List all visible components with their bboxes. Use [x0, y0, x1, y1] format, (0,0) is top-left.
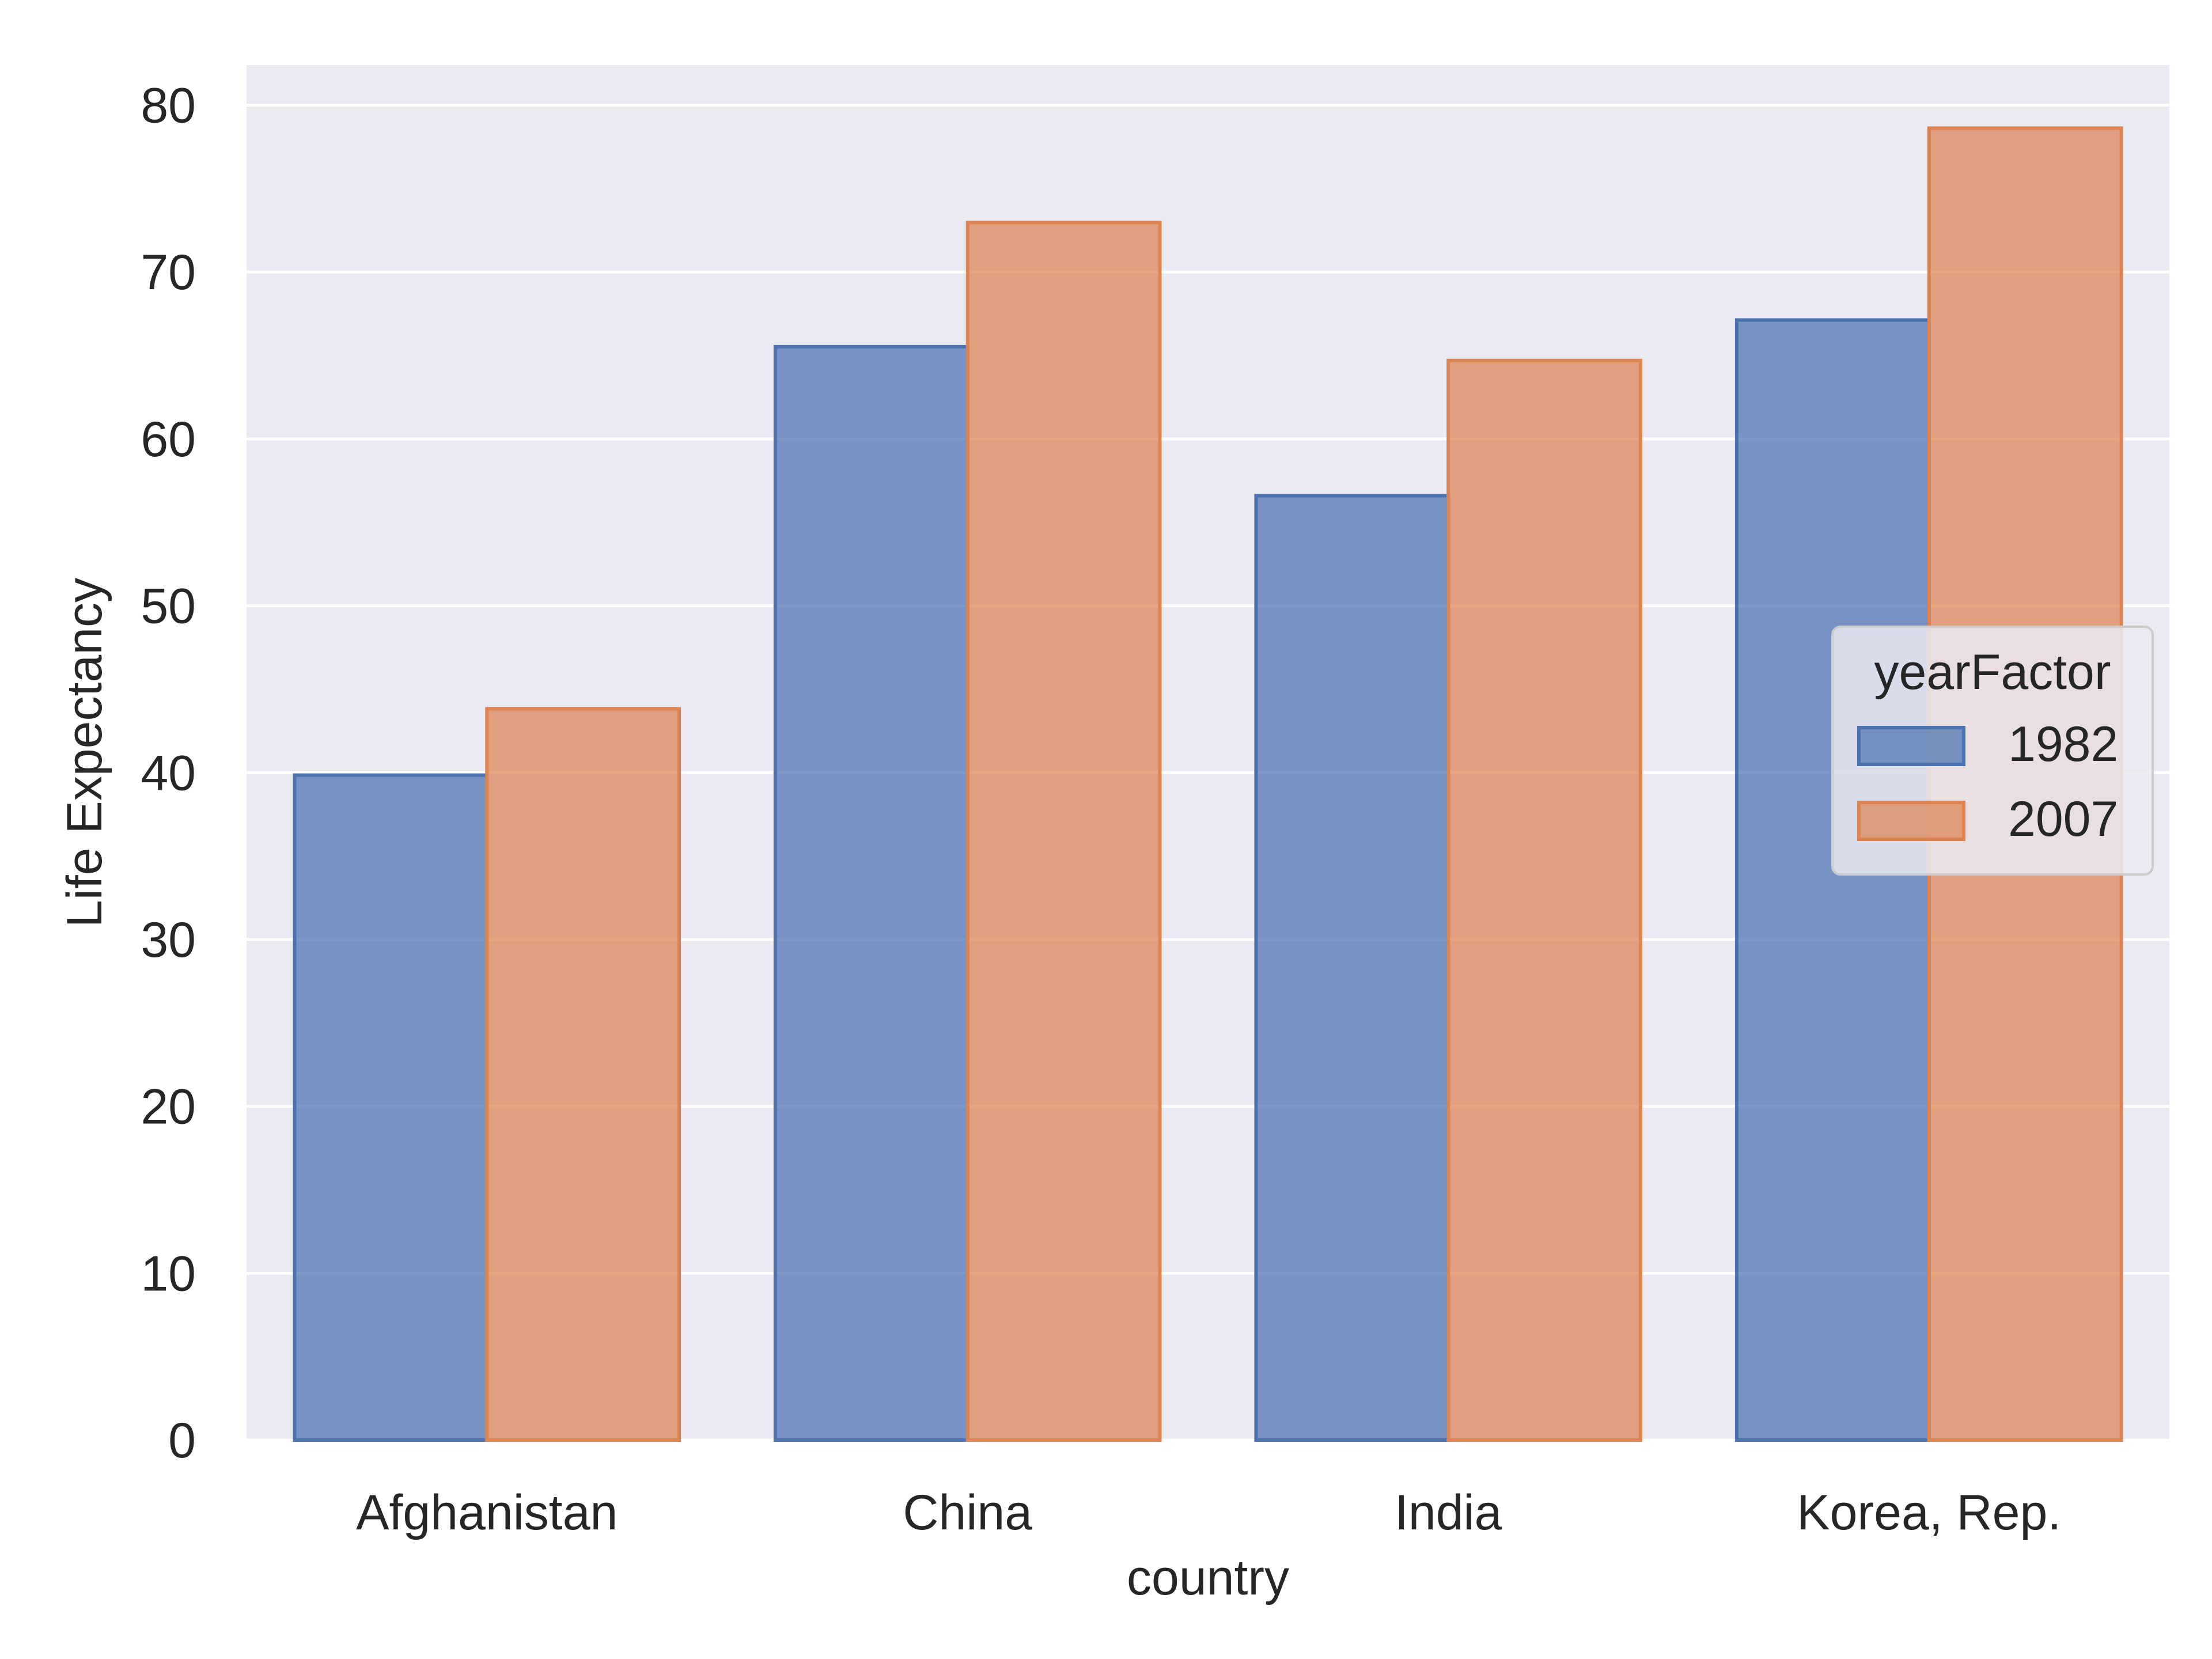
- bar-2007-india: [1446, 358, 1643, 1442]
- x-tick-label: Afghanistan: [356, 1485, 618, 1540]
- y-tick-labels: 0 10 20 30 40 50 60 70 80: [141, 78, 196, 1468]
- legend: yearFactor 1982 2007: [1831, 626, 2154, 876]
- y-tick-label: 80: [141, 78, 196, 134]
- bar-1982-korea-rep-: [1734, 318, 1931, 1442]
- bar-2007-afghanistan: [485, 707, 681, 1442]
- y-tick-label: 70: [141, 245, 196, 300]
- legend-label: 2007: [2008, 791, 2118, 847]
- bar-1982-afghanistan: [293, 773, 489, 1442]
- legend-swatch: [1857, 726, 1965, 766]
- bar-2007-china: [965, 221, 1162, 1442]
- y-tick-label: 60: [141, 412, 196, 467]
- x-axis-label: country: [1127, 1550, 1289, 1605]
- y-tick-label: 40: [141, 745, 196, 801]
- y-axis-label: Life Expectancy: [57, 578, 112, 927]
- legend-label: 1982: [2008, 717, 2118, 772]
- y-tick-label: 10: [141, 1246, 196, 1301]
- bar-1982-india: [1254, 494, 1450, 1442]
- x-tick-label: Korea, Rep.: [1797, 1485, 2061, 1540]
- y-tick-label: 50: [141, 579, 196, 634]
- bar-1982-china: [773, 344, 969, 1442]
- y-tick-label: 20: [141, 1080, 196, 1135]
- x-tick-label: India: [1395, 1485, 1502, 1540]
- y-tick-label: 0: [168, 1413, 196, 1468]
- legend-swatch: [1857, 801, 1965, 841]
- x-tick-labels: Afghanistan China India Korea, Rep.: [356, 1485, 2061, 1540]
- x-tick-label: China: [903, 1485, 1032, 1540]
- y-tick-label: 30: [141, 912, 196, 968]
- legend-title: yearFactor: [1874, 645, 2111, 700]
